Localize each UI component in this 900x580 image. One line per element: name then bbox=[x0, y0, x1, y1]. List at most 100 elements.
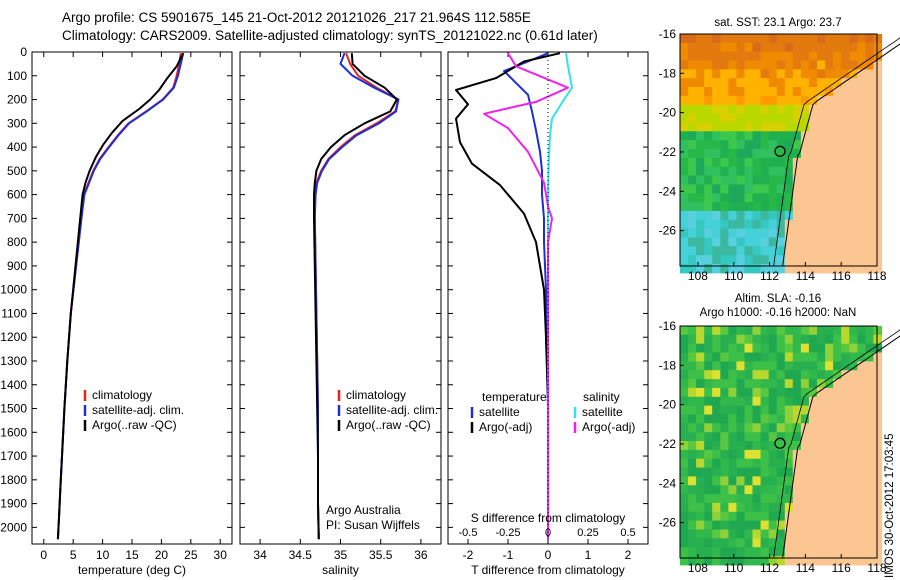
sst-map-panel: sat. SST: 23.1 Argo: 23.7 108 110 112 114 116… bbox=[659, 17, 900, 283]
map-cell bbox=[744, 175, 754, 185]
map-cell bbox=[704, 95, 713, 106]
map-cell bbox=[817, 547, 826, 557]
map-cell bbox=[784, 352, 794, 362]
map-cell bbox=[728, 95, 738, 106]
map-cell bbox=[752, 149, 762, 159]
map-cell bbox=[728, 449, 738, 460]
map-cell bbox=[792, 432, 802, 442]
map-cell bbox=[736, 60, 746, 70]
map-cell bbox=[857, 157, 866, 168]
legend-label: satellite-adj. clim. bbox=[346, 403, 438, 417]
map-cell bbox=[680, 396, 689, 407]
map-cell bbox=[800, 547, 810, 557]
map-cell bbox=[704, 237, 713, 247]
map-cell bbox=[800, 529, 810, 539]
map-cell bbox=[736, 432, 746, 442]
map-cell bbox=[712, 432, 721, 442]
map-cell bbox=[680, 255, 689, 265]
map-cell bbox=[817, 361, 826, 371]
map-cell bbox=[752, 104, 762, 115]
map-cell bbox=[833, 494, 842, 504]
map-cell bbox=[768, 255, 778, 265]
map-cell bbox=[808, 246, 818, 256]
map-cell bbox=[849, 184, 858, 194]
map-cell bbox=[865, 405, 875, 415]
map-cell bbox=[800, 113, 810, 123]
map-cell bbox=[808, 502, 818, 513]
map-cell bbox=[680, 449, 689, 460]
map-cell bbox=[696, 255, 705, 265]
map-cell bbox=[712, 122, 721, 132]
y-tick-label: 1100 bbox=[1, 306, 27, 320]
map-cell bbox=[857, 184, 866, 194]
map-cell bbox=[720, 476, 729, 486]
map-cell bbox=[704, 51, 713, 62]
map-cell bbox=[680, 78, 689, 88]
map-cell bbox=[800, 228, 810, 238]
map-cell bbox=[792, 405, 802, 415]
map-cell bbox=[688, 502, 697, 513]
map-cell bbox=[704, 547, 713, 557]
map-cell bbox=[817, 370, 826, 380]
map-cell bbox=[784, 449, 794, 460]
map-cell bbox=[760, 423, 770, 433]
map-cell bbox=[841, 432, 850, 442]
map-cell bbox=[768, 485, 778, 495]
map-cell bbox=[817, 104, 826, 115]
map-cell bbox=[841, 51, 850, 62]
map-cell bbox=[849, 458, 858, 469]
map-cell bbox=[768, 432, 778, 442]
map-cell bbox=[736, 405, 746, 415]
map-cell bbox=[760, 334, 770, 345]
map-cell bbox=[817, 343, 826, 354]
map-cell bbox=[817, 255, 826, 265]
map-cell bbox=[752, 87, 762, 97]
map-cell bbox=[808, 520, 818, 530]
map-cell bbox=[833, 343, 842, 354]
map-cell bbox=[760, 494, 770, 504]
y-tick-label: -24 bbox=[659, 184, 677, 198]
map-cell bbox=[841, 379, 850, 389]
map-cell bbox=[800, 387, 810, 398]
map-cell bbox=[784, 441, 794, 451]
map-cell bbox=[712, 520, 721, 530]
map-cell bbox=[800, 494, 810, 504]
map-cell bbox=[800, 343, 810, 354]
map-cell bbox=[696, 370, 705, 380]
map-cell bbox=[817, 326, 826, 336]
map-cell bbox=[833, 396, 842, 407]
map-cell bbox=[768, 95, 778, 106]
map-cell bbox=[808, 405, 818, 415]
map-cell bbox=[720, 228, 729, 238]
map-cell bbox=[808, 60, 818, 70]
map-cell bbox=[873, 149, 883, 159]
map-cell bbox=[857, 352, 866, 362]
map-cell bbox=[736, 113, 746, 123]
map-cell bbox=[873, 95, 883, 106]
map-cell bbox=[865, 343, 875, 354]
map-cell bbox=[841, 69, 850, 79]
map-cell bbox=[720, 113, 729, 123]
map-cell bbox=[728, 104, 738, 115]
map-cell bbox=[873, 51, 883, 62]
map-cell bbox=[744, 441, 754, 451]
map-cell bbox=[696, 157, 705, 168]
map-cell bbox=[728, 529, 738, 539]
map-cell bbox=[833, 95, 842, 106]
map-cell bbox=[817, 467, 826, 477]
x-axis-label: T difference from climatology bbox=[471, 563, 625, 577]
map-cell bbox=[760, 485, 770, 495]
map-cell bbox=[873, 423, 883, 433]
map-cell bbox=[792, 228, 802, 238]
map-cell bbox=[825, 246, 834, 256]
map-cell bbox=[704, 432, 713, 442]
map-cell bbox=[712, 202, 721, 212]
map-cell bbox=[688, 379, 697, 389]
map-cell bbox=[680, 34, 689, 44]
map-cell bbox=[873, 326, 883, 336]
map-cell bbox=[808, 414, 818, 424]
map-cell bbox=[688, 210, 697, 221]
map-cell bbox=[768, 387, 778, 398]
map-cell bbox=[865, 193, 875, 203]
map-cell bbox=[704, 175, 713, 185]
